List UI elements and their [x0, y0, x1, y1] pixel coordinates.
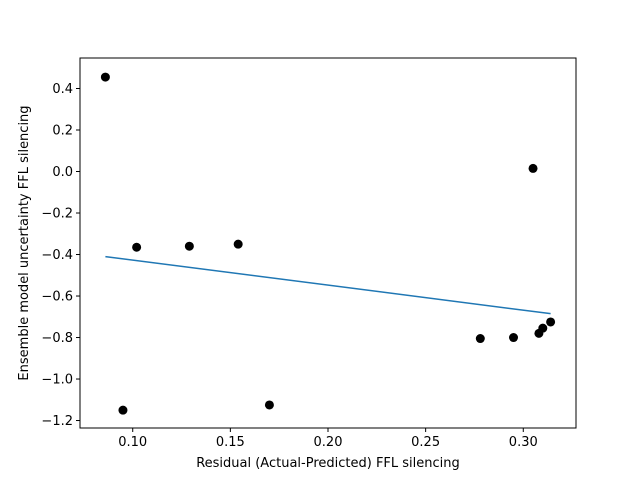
x-tick-label: 0.10: [118, 435, 147, 450]
y-tick-label: −0.8: [41, 331, 73, 346]
x-axis-label: Residual (Actual-Predicted) FFL silencin…: [196, 456, 460, 471]
y-tick-label: −0.2: [41, 207, 73, 222]
y-tick-label: −0.6: [41, 290, 73, 305]
y-tick-label: −0.4: [41, 248, 73, 263]
data-point: [233, 239, 243, 249]
data-point: [118, 405, 128, 415]
data-point: [264, 400, 274, 410]
y-axis-label: Ensemble model uncertainty FFL silencing: [17, 105, 32, 380]
data-point: [132, 242, 142, 252]
regression-line: [105, 255, 551, 315]
x-tick-label: 0.15: [216, 435, 245, 450]
data-point: [528, 163, 538, 173]
y-tick-label: 0.0: [52, 165, 73, 180]
data-point: [509, 333, 519, 343]
y-tick-label: 0.2: [52, 124, 73, 139]
y-tick-label: −1.0: [41, 373, 73, 388]
data-point: [475, 334, 485, 344]
x-tick-label: 0.30: [509, 435, 538, 450]
data-point: [538, 323, 548, 333]
x-tick-label: 0.25: [411, 435, 440, 450]
data-point: [100, 72, 110, 82]
data-point: [184, 241, 194, 251]
data-point: [546, 317, 556, 327]
x-tick-label: 0.20: [314, 435, 343, 450]
y-tick-label: −1.2: [41, 414, 73, 429]
y-tick-label: 0.4: [52, 82, 73, 97]
